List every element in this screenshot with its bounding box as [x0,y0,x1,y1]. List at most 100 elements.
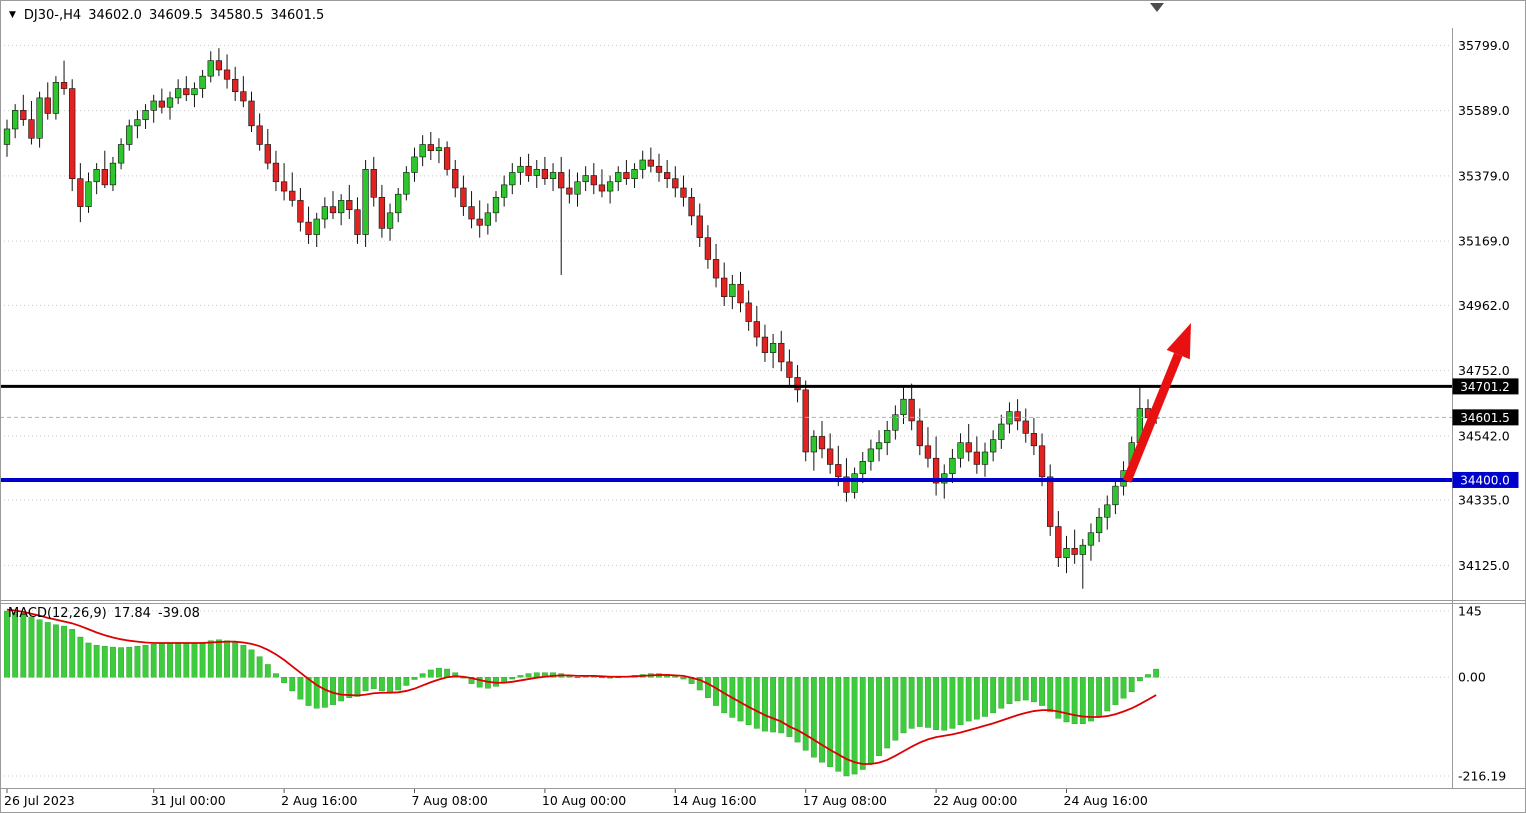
bull-candle [957,442,964,459]
macd-bar [4,610,10,678]
bear-candle [843,476,850,493]
price-tick-label: 34335.0 [1458,493,1510,508]
bull-candle [729,283,736,297]
current-price-price-tag: 34601.5 [1452,409,1519,426]
bear-candle [427,144,434,151]
bear-candle [1071,547,1078,555]
macd-bar [354,677,361,697]
price-scale[interactable]: 35799.0 35589.0 35379.0 35169.0 34962.0 34752… [1458,38,1510,573]
bear-candle [1030,433,1038,447]
macd-bar [1136,677,1143,682]
bear-candle [818,436,826,450]
ohlc-open: 34602.0 [88,8,142,23]
bull-candle [386,212,394,229]
bear-candle [256,125,263,145]
symbol-menu-triangle-icon[interactable]: ▼ [9,10,16,20]
macd-bar [28,616,35,678]
trend-arrow[interactable] [1122,323,1191,483]
bull-candle [419,144,426,158]
macd-bar [158,643,165,678]
macd-bar [1039,677,1045,706]
macd-bar [1047,677,1054,713]
bull-candle [142,110,149,120]
bear-candle [354,209,361,235]
macd-bar [1112,677,1119,705]
bear-candle [452,169,459,189]
bear-candle [802,389,809,453]
bull-candle [859,461,866,475]
bull-candle [207,60,214,77]
price-gridlines [0,44,1452,566]
bull-candle [1104,504,1111,518]
macd-bar [843,677,850,777]
scroll-to-end-marker-icon[interactable] [1150,3,1164,12]
bull-candle [150,100,157,111]
bear-candle [1055,526,1062,558]
macd-bar [53,624,59,678]
macd-bar [900,677,907,734]
macd-bar [810,677,817,758]
macd-bar [362,677,369,692]
bear-candle [786,361,793,378]
bear-candle [329,206,337,214]
bear-candle [712,259,720,279]
bull-candle [85,181,92,207]
bear-candle [525,165,532,176]
bull-candle [321,206,328,220]
macd-bar [941,677,948,731]
bear-candle [924,445,932,459]
macd-signal-value: -39.08 [157,606,200,621]
macd-bar [990,677,997,714]
macd-bar [916,677,923,727]
macd-bar [419,673,426,678]
bear-candle [158,100,165,108]
macd-bar [387,677,393,693]
bull-candle [337,200,345,214]
bear-candle [704,237,712,260]
macd-tick-label: 0.00 [1458,670,1486,685]
macd-bar [1014,677,1021,702]
macd-bar [525,673,532,678]
bear-candle [248,100,255,127]
svg-text:34400.0: 34400.0 [1460,473,1510,487]
bull-candle [615,172,622,183]
macd-bar [346,677,353,698]
macd-bar [1088,677,1094,722]
macd-bar [1055,677,1062,719]
price-tick-label: 34542.0 [1458,428,1510,443]
macd-bar [965,677,972,722]
macd-bar [925,677,931,728]
macd-scale[interactable]: 145 0.00 -216.19 [1458,604,1506,784]
time-scale[interactable]: 26 Jul 2023 31 Jul 00:00 2 Aug 16:00 7 Aug … [4,789,1148,808]
macd-bar [330,677,336,705]
price-tick-label: 34125.0 [1458,558,1510,573]
time-tick-label: 10 Aug 00:00 [542,793,626,808]
bear-candle [183,88,190,96]
macd-bar [118,647,125,678]
macd-bar [851,677,858,775]
bull-candle [884,429,891,443]
macd-bar [232,642,239,678]
bull-candle [3,128,11,145]
bear-candle [77,178,84,207]
macd-bar [476,677,483,688]
macd-bar [395,677,402,691]
bear-candle [696,215,703,238]
bear-candle [655,165,663,173]
svg-text:34701.2: 34701.2 [1460,380,1510,394]
bear-candle [688,196,695,217]
macd-bar [1096,677,1103,717]
bull-candle [199,75,206,89]
time-tick-label: 7 Aug 08:00 [412,793,488,808]
bear-candle [101,169,108,186]
macd-bar [370,677,377,689]
time-tick-label: 22 Aug 00:00 [933,793,1017,808]
price-tick-label: 34752.0 [1458,363,1510,378]
bear-candle [1014,411,1021,422]
bear-candle [761,336,769,353]
bear-candle [598,184,606,192]
macd-bar [297,677,304,700]
macd-bar [566,676,573,678]
macd-bar [167,642,173,678]
